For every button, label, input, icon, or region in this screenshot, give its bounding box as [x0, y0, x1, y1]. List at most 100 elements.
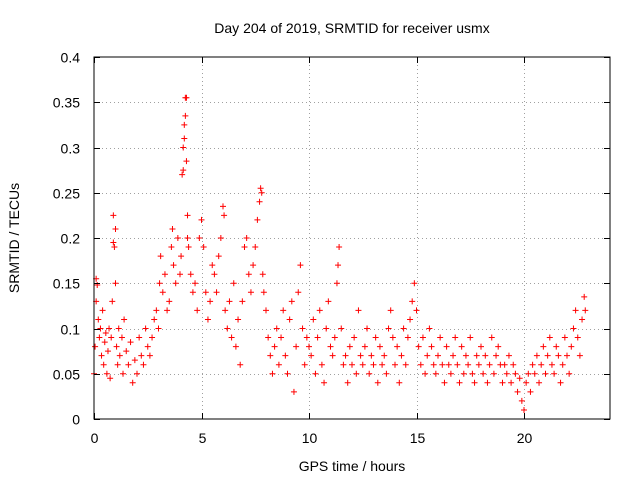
data-point	[574, 334, 581, 341]
data-point	[112, 280, 119, 287]
data-point	[435, 352, 441, 359]
data-point	[392, 361, 398, 368]
data-point	[471, 379, 478, 386]
data-point	[424, 352, 431, 359]
data-point	[417, 361, 424, 368]
data-point	[379, 361, 386, 368]
data-point	[581, 293, 588, 300]
data-point	[92, 343, 99, 350]
data-point	[499, 379, 506, 386]
data-point	[106, 325, 113, 332]
data-point	[259, 271, 266, 278]
data-point	[415, 343, 422, 350]
data-point	[187, 271, 194, 278]
data-point	[293, 343, 300, 350]
data-point	[353, 370, 360, 377]
data-point	[97, 325, 104, 332]
data-point	[342, 352, 349, 359]
data-point	[220, 203, 226, 210]
data-point	[503, 370, 510, 377]
data-point	[389, 334, 396, 341]
y-tick-label: 0.25	[53, 186, 80, 202]
chart-title: Day 204 of 2019, SRMTID for receiver usm…	[214, 20, 489, 36]
data-point	[310, 316, 317, 323]
data-point	[486, 361, 493, 368]
data-point	[540, 343, 547, 350]
data-point	[257, 185, 264, 192]
data-point	[546, 334, 553, 341]
data-point	[134, 370, 140, 377]
data-point	[207, 298, 214, 305]
y-tick-label: 0.1	[61, 322, 81, 338]
data-point	[198, 216, 205, 223]
data-point	[157, 253, 164, 260]
data-point	[116, 352, 123, 359]
data-point	[179, 171, 186, 178]
data-point	[153, 307, 160, 314]
data-point	[462, 352, 469, 359]
data-point	[376, 343, 383, 350]
data-point	[269, 370, 276, 377]
data-point	[340, 361, 347, 368]
data-point	[247, 289, 254, 296]
data-point	[94, 282, 101, 289]
data-point	[521, 406, 527, 413]
data-point	[527, 388, 534, 395]
data-point	[258, 189, 265, 196]
data-point	[185, 244, 192, 251]
grid-layer	[94, 57, 610, 419]
x-tick-label: 10	[302, 430, 318, 446]
data-point	[329, 352, 336, 359]
data-point	[121, 316, 128, 323]
data-point	[177, 271, 183, 278]
data-point	[202, 289, 209, 296]
data-point	[531, 370, 538, 377]
data-point	[398, 352, 405, 359]
data-point	[290, 388, 297, 395]
data-point	[473, 352, 480, 359]
data-point	[200, 244, 207, 251]
data-point	[265, 334, 272, 341]
data-point	[96, 334, 103, 341]
data-point	[364, 325, 371, 332]
data-point	[387, 307, 394, 314]
data-point	[321, 379, 328, 386]
data-point	[252, 244, 259, 251]
x-tick-label: 5	[199, 430, 207, 446]
data-point	[551, 370, 558, 377]
data-point	[361, 343, 368, 350]
data-point	[582, 307, 589, 314]
data-point	[245, 271, 252, 278]
data-point	[111, 244, 118, 251]
data-point	[123, 348, 130, 355]
data-point	[333, 280, 340, 287]
data-point	[400, 325, 407, 332]
data-point	[228, 334, 235, 341]
data-point	[308, 352, 315, 359]
data-point	[254, 216, 261, 223]
data-point	[260, 289, 267, 296]
data-point	[131, 357, 138, 364]
data-point	[235, 316, 242, 323]
data-point	[181, 135, 188, 142]
data-point	[335, 262, 342, 269]
data-point	[465, 361, 472, 368]
data-point	[469, 370, 476, 377]
data-point	[169, 225, 176, 232]
y-tick-label: 0.15	[53, 276, 80, 292]
data-point	[404, 334, 411, 341]
data-point	[454, 361, 461, 368]
y-tick-label: 0.4	[61, 50, 81, 66]
data-point	[146, 352, 153, 359]
data-point	[297, 262, 304, 269]
data-point	[102, 330, 109, 337]
data-point	[95, 316, 102, 323]
data-point	[456, 379, 463, 386]
y-tick-label: 0	[72, 412, 80, 428]
data-point	[180, 167, 187, 174]
points-layer	[91, 94, 589, 413]
data-point	[142, 325, 149, 332]
data-point	[409, 298, 416, 305]
data-point	[215, 253, 222, 260]
